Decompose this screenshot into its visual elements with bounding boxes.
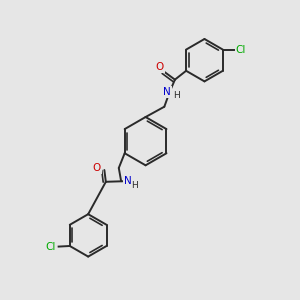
Text: Cl: Cl xyxy=(235,45,246,55)
Text: H: H xyxy=(131,181,138,190)
Text: N: N xyxy=(124,176,131,186)
Text: H: H xyxy=(173,91,179,100)
Text: N: N xyxy=(164,87,171,97)
Text: Cl: Cl xyxy=(46,242,56,252)
Text: O: O xyxy=(156,62,164,72)
Text: O: O xyxy=(93,163,101,173)
